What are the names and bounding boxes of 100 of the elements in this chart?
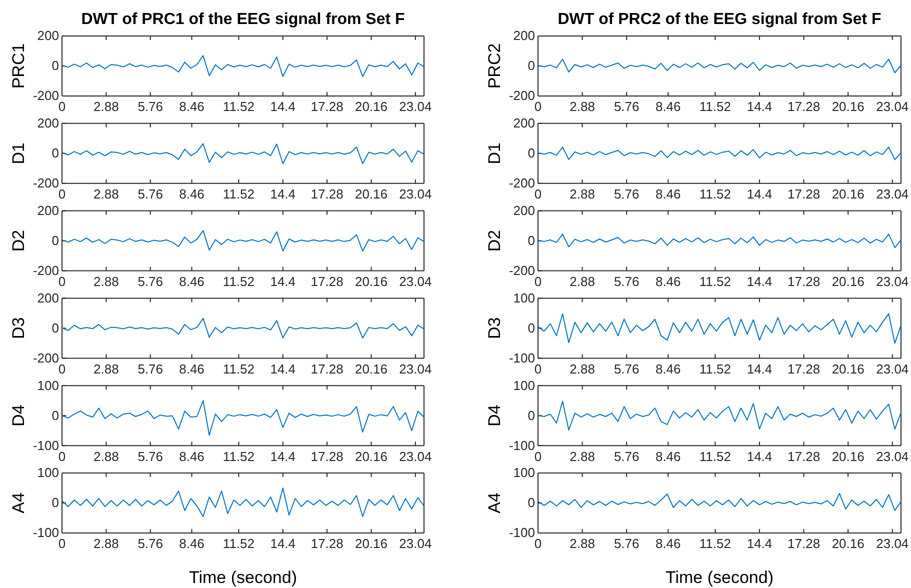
line-series [538,313,902,344]
y-axis-title: PRC2 [485,43,504,89]
x-tick-label: 23.04 [876,274,909,290]
line-series [538,146,902,160]
y-tick-label: -200 [508,262,535,278]
y-axis-title: D2 [485,230,504,252]
y-tick-label: 0 [52,408,59,423]
y-axis-title: D3 [9,317,28,340]
x-tick-label: 8.46 [655,361,681,376]
x-tick-label: 2.88 [570,361,595,376]
x-tick-label: 11.52 [699,99,731,114]
y-tick-label: -100 [32,438,59,453]
x-tick-label: 2.88 [570,536,595,552]
y-tick-label: 0 [528,320,535,336]
x-tick-label: 8.46 [179,361,204,376]
y-axis-title: A4 [9,492,28,514]
x-tick-label: 2.88 [94,536,119,552]
x-tick-label: 23.04 [399,274,432,290]
x-axis-title: Time (second) [665,568,774,587]
x-tick-label: 8.46 [655,536,681,552]
y-tick-label: -200 [508,88,535,104]
x-tick-label: 11.52 [222,361,254,376]
x-tick-label: 14.4 [270,99,296,114]
x-tick-label: 2.88 [570,274,595,290]
y-tick-label: 0 [528,495,535,510]
x-tick-label: 17.28 [310,361,344,376]
x-tick-label: 20.16 [354,361,388,376]
line-series [62,55,424,77]
y-axis-title: D3 [485,317,504,340]
x-tick-label: 8.46 [179,99,204,114]
x-tick-label: 5.76 [614,274,640,290]
y-tick-label: -100 [508,525,535,540]
y-axis-title: PRC1 [9,43,28,89]
line-series [538,58,902,74]
y-tick-label: -200 [32,176,59,191]
y-tick-label: 200 [513,116,535,131]
x-tick-label: 20.16 [832,99,864,114]
x-tick-label: 11.52 [699,186,731,202]
x-tick-label: 23.04 [399,99,432,114]
x-tick-label: 23.04 [876,361,909,376]
x-tick-label: 23.04 [399,186,432,202]
x-tick-label: 8.46 [655,186,681,202]
x-tick-label: 2.88 [570,186,595,202]
x-tick-label: 14.4 [270,361,296,376]
x-tick-label: 17.28 [788,536,820,552]
y-tick-label: 200 [37,290,59,306]
y-tick-label: 200 [37,202,59,218]
x-tick-label: 11.52 [222,274,254,290]
x-tick-label: 14.4 [746,99,772,114]
x-tick-label: 14.4 [746,361,772,376]
x-tick-label: 2.88 [94,448,119,464]
x-tick-label: 5.76 [614,99,640,114]
x-tick-label: 17.28 [310,536,344,552]
y-tick-label: 100 [37,378,59,393]
x-tick-label: 2.88 [94,361,119,376]
y-tick-label: 0 [52,146,59,161]
x-tick-label: 5.76 [614,448,640,464]
line-series [62,400,424,436]
x-tick-label: 5.76 [614,361,640,376]
x-tick-label: 23.04 [876,448,909,464]
x-tick-label: 8.46 [179,536,204,552]
line-series [538,234,902,248]
x-tick-label: 20.16 [354,536,388,552]
x-tick-label: 14.4 [746,274,772,290]
y-axis-title: D2 [9,230,28,252]
line-series [62,143,424,164]
x-tick-label: 11.52 [222,448,254,464]
y-tick-label: 200 [37,116,59,131]
y-axis-title: D1 [9,142,28,164]
x-tick-label: 14.4 [270,274,296,290]
x-tick-label: 20.16 [832,274,864,290]
x-tick-label: 17.28 [788,99,820,114]
x-tick-label: 14.4 [270,186,296,202]
x-tick-label: 5.76 [614,186,640,202]
line-series [62,488,424,517]
x-tick-label: 8.46 [179,274,204,290]
y-tick-label: 0 [52,232,59,248]
x-tick-label: 14.4 [746,186,772,202]
x-tick-label: 20.16 [354,99,388,114]
x-tick-label: 8.46 [179,186,204,202]
y-tick-label: 200 [37,28,59,44]
x-tick-label: 5.76 [138,99,164,114]
x-tick-label: 2.88 [570,99,595,114]
x-tick-label: 17.28 [310,186,344,202]
x-tick-label: 8.46 [655,99,681,114]
y-tick-label: 200 [513,28,535,44]
y-tick-label: 0 [528,146,535,161]
y-axis-title: D1 [485,142,504,164]
x-tick-label: 17.28 [310,99,344,114]
y-tick-label: 200 [513,202,535,218]
x-tick-label: 5.76 [138,536,164,552]
x-tick-label: 2.88 [570,448,595,464]
y-tick-label: -200 [32,88,59,104]
x-tick-label: 20.16 [832,361,864,376]
y-tick-label: -200 [32,350,59,366]
y-tick-label: 100 [37,465,59,480]
y-axis-title: D4 [9,404,28,426]
x-tick-label: 23.04 [876,536,909,552]
x-tick-label: 20.16 [832,536,864,552]
x-tick-label: 14.4 [746,536,772,552]
